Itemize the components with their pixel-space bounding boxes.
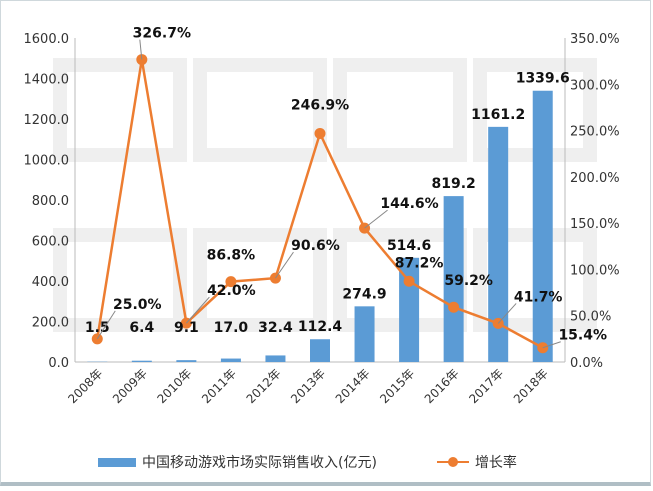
- x-tick-label: 2014年: [333, 366, 373, 406]
- left-tick-label: 0.0: [48, 356, 69, 371]
- watermark-glyph: [193, 228, 327, 332]
- right-tick-label: 150.0%: [570, 217, 620, 232]
- right-tick-label: 250.0%: [570, 125, 620, 140]
- right-tick-label: 50.0%: [570, 310, 611, 325]
- growth-point: [403, 275, 415, 287]
- left-tick-label: 800.0: [32, 194, 69, 209]
- bar-data-label: 6.4: [129, 320, 154, 336]
- bar-data-label: 514.6: [387, 238, 431, 254]
- bar-data-label: 819.2: [431, 176, 475, 192]
- line-data-label: 90.6%: [291, 238, 340, 254]
- bar-data-label: 1339.6: [516, 71, 570, 87]
- right-tick-label: 100.0%: [570, 263, 620, 278]
- bar: [220, 358, 241, 362]
- left-tick-label: 200.0: [32, 316, 69, 331]
- x-tick-label: 2012年: [244, 366, 284, 406]
- growth-point: [448, 301, 460, 313]
- x-tick-label: 2015年: [377, 366, 417, 406]
- line-data-label: 86.8%: [207, 248, 256, 264]
- x-tick-label: 2009年: [110, 366, 150, 406]
- x-tick-label: 2010年: [155, 366, 195, 406]
- x-tick-label: 2017年: [466, 366, 506, 406]
- line-data-label: 15.4%: [558, 328, 607, 344]
- leader-line: [139, 39, 143, 60]
- left-tick-label: 600.0: [32, 235, 69, 250]
- bar: [310, 339, 330, 362]
- line-data-label: 41.7%: [514, 289, 563, 305]
- bar: [532, 90, 553, 362]
- leader-line: [185, 296, 210, 324]
- bar: [354, 306, 375, 362]
- bar: [443, 196, 464, 362]
- bar-data-label: 17.0: [214, 320, 249, 336]
- bar-data-label: 9.1: [174, 320, 199, 336]
- bar: [131, 360, 152, 362]
- legend-line-swatch: [436, 457, 469, 467]
- legend: 中国移动游戏市场实际销售收入(亿元) 增长率: [98, 452, 517, 472]
- legend-bar-swatch: [98, 457, 136, 467]
- watermark-glyph: [193, 58, 327, 162]
- leader-line: [497, 303, 517, 324]
- bar: [176, 360, 197, 362]
- growth-point: [314, 127, 326, 139]
- watermark-glyph: [53, 58, 187, 162]
- right-tick-label: 300.0%: [570, 78, 620, 93]
- legend-bar-label: 中国移动游戏市场实际销售收入(亿元): [142, 455, 377, 471]
- x-tick-label: 2018年: [511, 366, 551, 406]
- line-data-label: 59.2%: [444, 273, 493, 289]
- line-data-label: 87.2%: [395, 255, 444, 271]
- leader-line: [275, 251, 294, 279]
- bar: [488, 126, 509, 363]
- x-tick-label: 2016年: [422, 366, 462, 406]
- line-data-label: 326.7%: [133, 26, 191, 42]
- bar-data-label: 274.9: [342, 286, 386, 302]
- right-tick-label: 350.0%: [570, 32, 620, 47]
- bar: [265, 355, 286, 362]
- left-tick-label: 1600.0: [24, 32, 70, 47]
- bar-data-label: 1.5: [85, 320, 110, 336]
- bar-data-label: 112.4: [298, 319, 343, 335]
- legend-line-label: 增长率: [474, 455, 517, 471]
- leader-line: [96, 310, 116, 340]
- leader-line: [542, 341, 561, 349]
- right-tick-label: 0.0%: [570, 356, 603, 371]
- growth-point: [225, 276, 237, 288]
- line-data-label: 42.0%: [207, 283, 256, 299]
- x-tick-label: 2008年: [65, 366, 105, 406]
- line-data-label: 25.0%: [113, 297, 162, 313]
- line-data-label: 246.9%: [291, 97, 349, 113]
- bar-data-label: 32.4: [258, 320, 293, 336]
- x-tick-label: 2013年: [288, 366, 328, 406]
- leader-line: [364, 209, 388, 229]
- line-data-label: 144.6%: [380, 196, 438, 212]
- left-tick-label: 1200.0: [24, 113, 70, 128]
- left-tick-label: 1400.0: [24, 73, 70, 88]
- left-tick-label: 400.0: [32, 275, 69, 290]
- left-tick-label: 1000.0: [24, 154, 70, 169]
- right-tick-label: 200.0%: [570, 171, 620, 186]
- bar-data-label: 1161.2: [471, 107, 525, 123]
- watermark-glyph: [333, 58, 467, 162]
- x-tick-label: 2011年: [199, 366, 239, 406]
